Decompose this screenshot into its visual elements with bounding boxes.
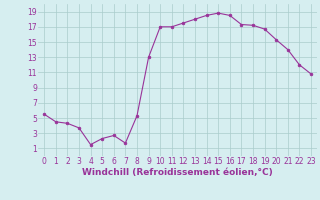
X-axis label: Windchill (Refroidissement éolien,°C): Windchill (Refroidissement éolien,°C): [82, 168, 273, 177]
